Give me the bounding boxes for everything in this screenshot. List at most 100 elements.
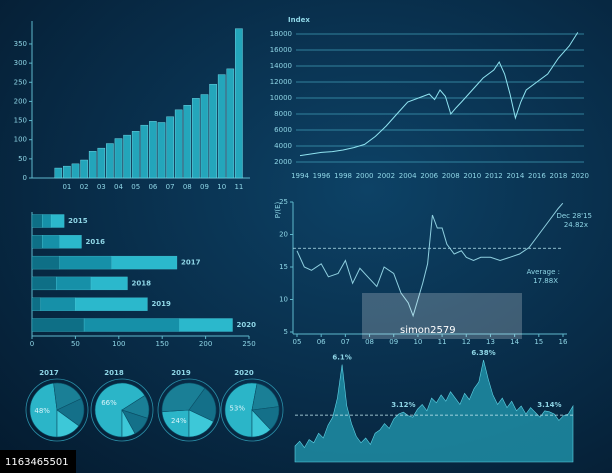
y-tick-label: 8000 — [274, 110, 292, 118]
bar — [235, 28, 243, 179]
area — [294, 359, 574, 463]
value-label: 3.14% — [537, 401, 561, 409]
x-tick-label: 09 — [200, 183, 209, 191]
data-line — [299, 32, 579, 157]
data-line — [296, 202, 564, 318]
x-tick-label: 04 — [114, 183, 123, 191]
value-label: 3.12% — [391, 401, 415, 409]
pie-slice — [161, 409, 190, 438]
x-tick-label: 2000 — [356, 172, 374, 180]
bar — [97, 147, 106, 179]
pe-axis-label: P/(E) — [274, 202, 282, 219]
bar — [140, 124, 149, 179]
bar-segment — [59, 235, 82, 249]
bar — [114, 138, 123, 179]
bar-segment — [59, 255, 113, 270]
bar — [183, 105, 192, 179]
x-tick-label: 12 — [462, 338, 471, 346]
category-label: 2020 — [237, 321, 257, 329]
bar-segment — [31, 255, 60, 270]
x-tick-label: 2008 — [442, 172, 460, 180]
bar-segment — [31, 297, 41, 311]
x-tick-label: 06 — [317, 338, 326, 346]
value-label: 6.1% — [332, 353, 351, 361]
y-tick-label: 0 — [23, 174, 27, 182]
watermark: simon2579 — [362, 293, 522, 339]
bar-segment — [42, 235, 60, 249]
pie-ring — [90, 378, 154, 442]
value-label: 6.38% — [471, 349, 495, 357]
y-tick-label: 14000 — [270, 62, 292, 70]
x-tick-label: 10 — [217, 183, 226, 191]
bar-segment — [40, 297, 76, 311]
x-tick-label: 150 — [156, 340, 169, 348]
y-tick-label: 200 — [14, 97, 27, 105]
pie-ring — [220, 378, 284, 442]
bar — [192, 98, 200, 179]
bar — [54, 167, 63, 179]
pie-title: 2019 — [171, 369, 191, 377]
index-title: Index — [288, 16, 310, 24]
x-tick-label: 11 — [234, 183, 243, 191]
credit-text: 1163465501 — [5, 457, 69, 468]
y-tick-label: 4000 — [274, 142, 292, 150]
x-tick-label: 02 — [80, 183, 89, 191]
x-tick-label: 09 — [389, 338, 398, 346]
y-tick-label: 300 — [14, 59, 27, 67]
x-tick-label: 08 — [183, 183, 192, 191]
x-tick-label: 15 — [534, 338, 543, 346]
bar — [149, 121, 157, 179]
y-tick-label: 150 — [14, 117, 27, 125]
pe-annotation: Dec 28'15 — [556, 212, 592, 220]
pie-title: 2017 — [39, 369, 59, 377]
bar — [131, 131, 140, 179]
category-label: 2019 — [151, 300, 171, 308]
x-tick-label: 2012 — [485, 172, 503, 180]
pe-annotation: 17.88X — [533, 277, 558, 285]
bar — [123, 134, 131, 179]
y-tick-label: 10 — [279, 296, 288, 304]
bar-segment — [83, 318, 180, 332]
pie-slice — [56, 409, 80, 438]
y-tick-label: 15 — [279, 263, 288, 271]
y-tick-label: 10000 — [270, 94, 292, 102]
x-tick-label: 07 — [166, 183, 175, 191]
x-tick-label: 200 — [199, 340, 212, 348]
x-tick-label: 06 — [148, 183, 157, 191]
pie-slice — [161, 382, 206, 413]
credit-box — [0, 450, 76, 473]
x-tick-label: 08 — [365, 338, 374, 346]
pie-title: 2020 — [234, 369, 254, 377]
pie-slice — [121, 409, 136, 438]
bar-segment — [111, 255, 178, 270]
x-tick-label: 2016 — [528, 172, 546, 180]
y-tick-label: 25 — [279, 198, 288, 206]
watermark-box — [362, 293, 522, 339]
x-tick-label: 250 — [242, 340, 255, 348]
x-tick-label: 11 — [438, 338, 447, 346]
bar-segment — [75, 297, 148, 311]
category-label: 2016 — [85, 238, 105, 246]
bar-segment — [31, 235, 43, 249]
bar — [106, 143, 114, 179]
y-tick-label: 6000 — [274, 126, 292, 134]
category-label: 2018 — [131, 279, 151, 287]
pie-label: 48% — [34, 407, 50, 415]
bar-segment — [90, 276, 128, 291]
bar — [226, 68, 235, 179]
bar — [157, 122, 166, 179]
bar-segment — [56, 276, 92, 291]
bar — [209, 83, 217, 179]
y-tick-label: 100 — [14, 136, 27, 144]
pie-slice — [29, 382, 58, 438]
pie-ring — [157, 378, 221, 442]
pe-annotation: 24.82x — [564, 221, 588, 229]
x-tick-label: 05 — [131, 183, 140, 191]
x-tick-label: 2002 — [377, 172, 395, 180]
category-label: 2015 — [68, 217, 88, 225]
bar-segment — [31, 318, 85, 332]
bar — [217, 74, 226, 179]
y-tick-label: 2000 — [274, 158, 292, 166]
x-tick-label: 03 — [97, 183, 106, 191]
